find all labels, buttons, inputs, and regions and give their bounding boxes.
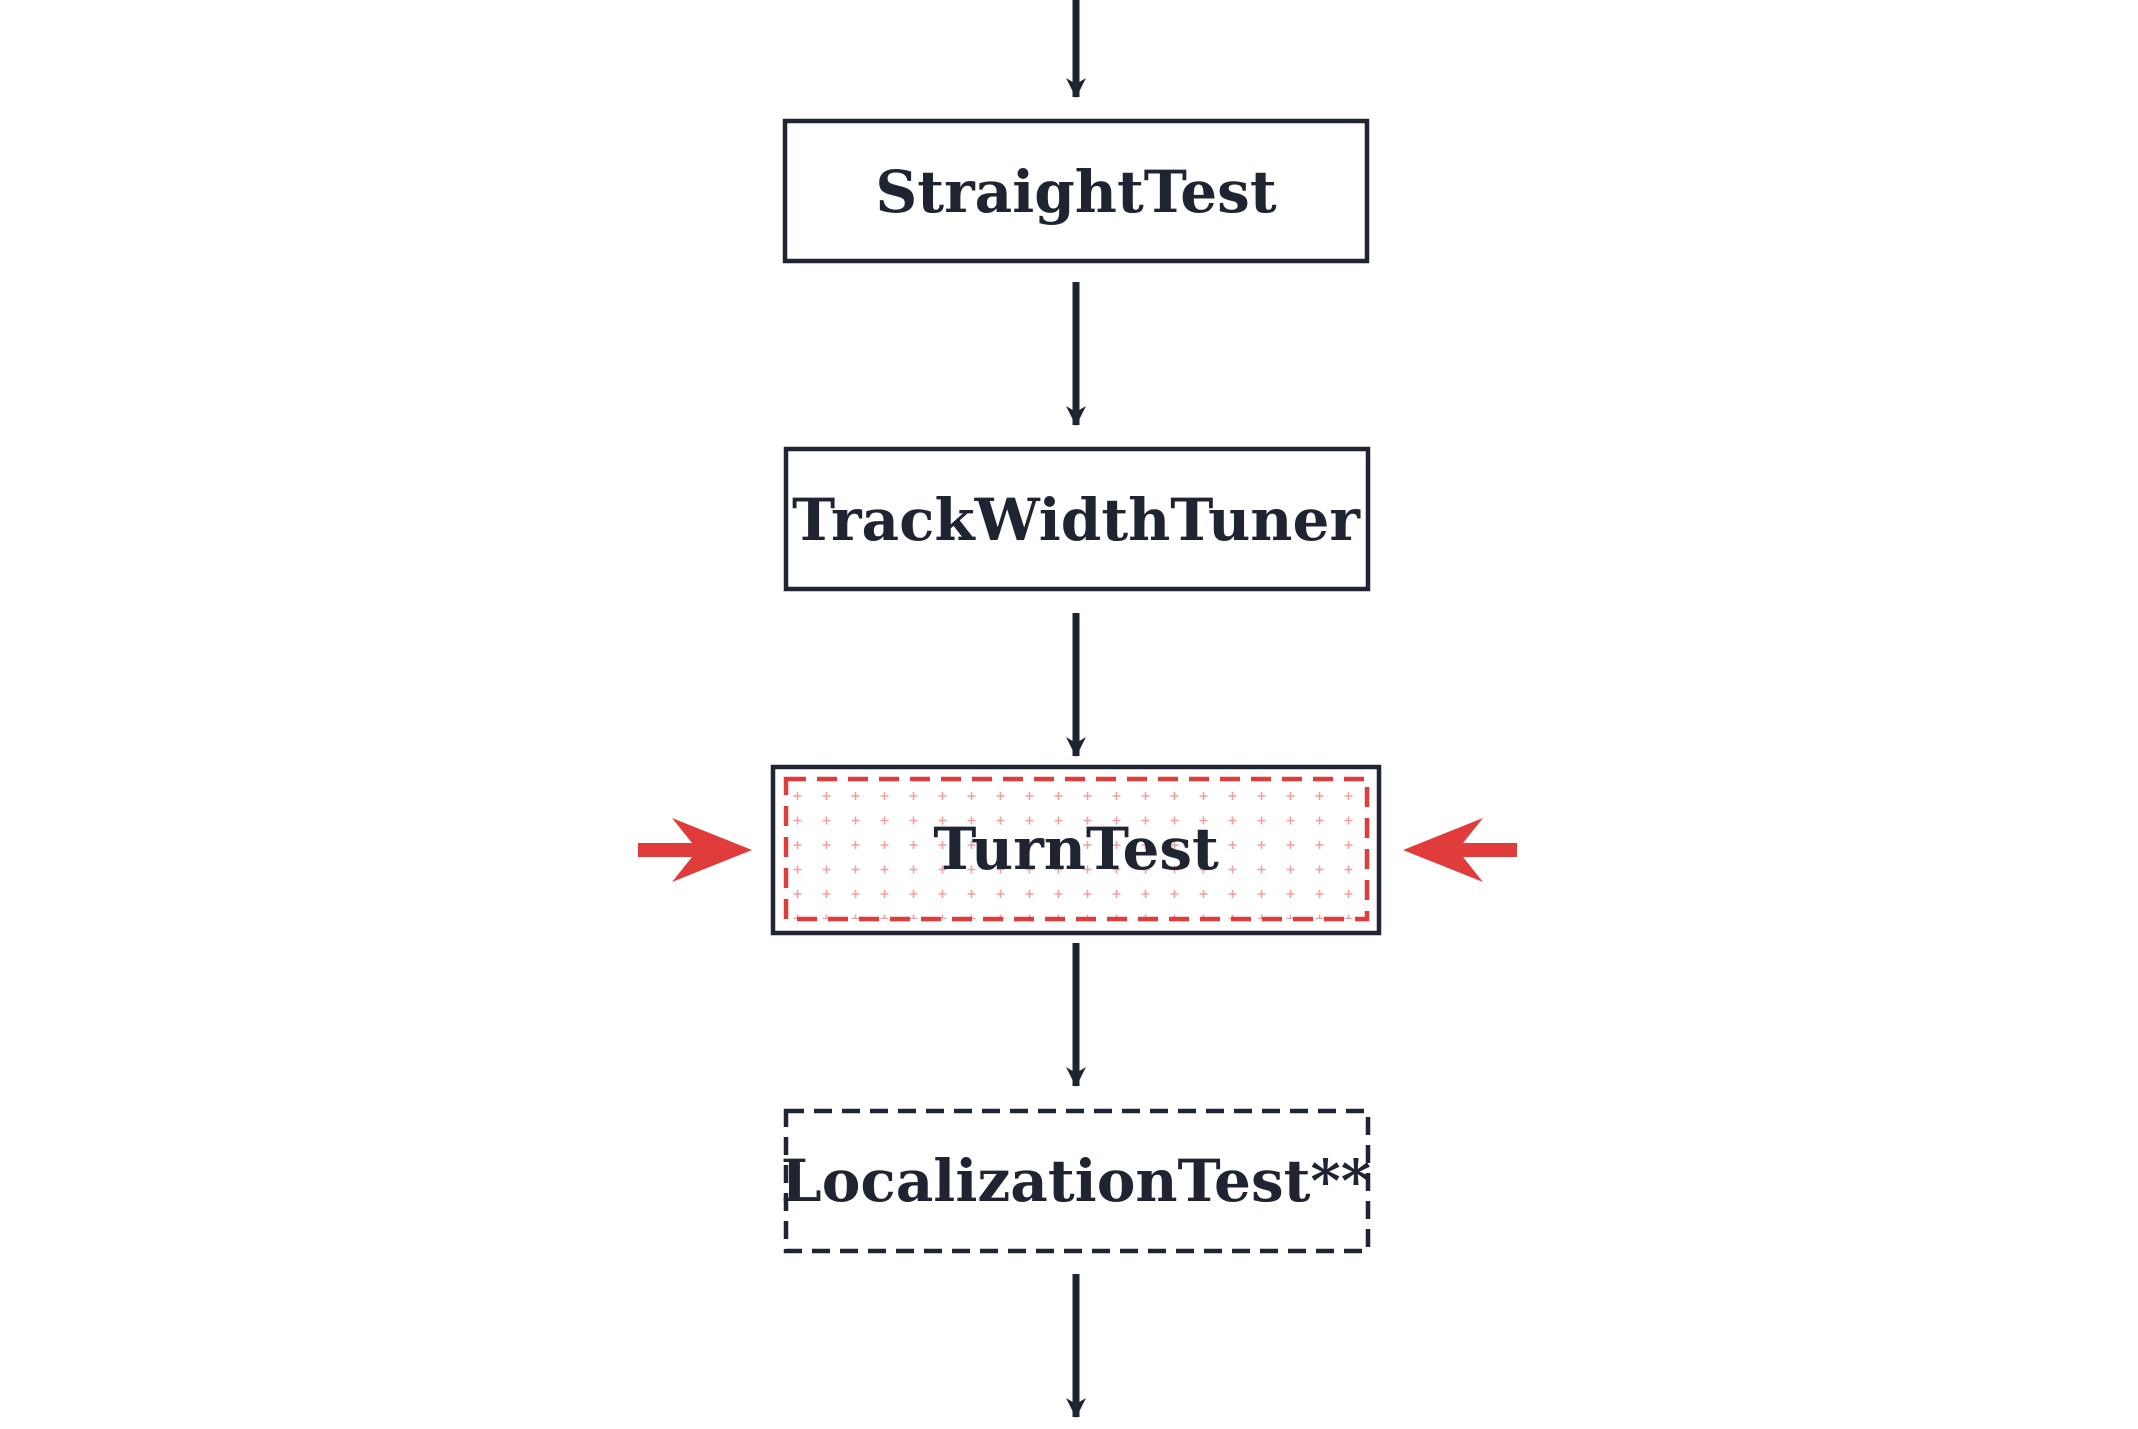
node-label: LocalizationTest** xyxy=(781,1147,1371,1215)
arrow-left-icon xyxy=(1403,818,1517,882)
node-track-width-tuner: TrackWidthTuner xyxy=(783,446,1371,592)
node-label: StraightTest xyxy=(875,158,1276,226)
highlight-fill xyxy=(786,779,1367,919)
node-label: TrackWidthTuner xyxy=(792,486,1361,554)
arrow-right-icon xyxy=(638,818,752,882)
node-turn-test: TurnTest xyxy=(770,764,1382,936)
node-straight-test: StraightTest xyxy=(782,118,1370,264)
node-localization-test: LocalizationTest** xyxy=(781,1108,1371,1254)
node-label: TurnTest xyxy=(933,815,1219,883)
highlight-dashed-border xyxy=(783,776,1370,922)
